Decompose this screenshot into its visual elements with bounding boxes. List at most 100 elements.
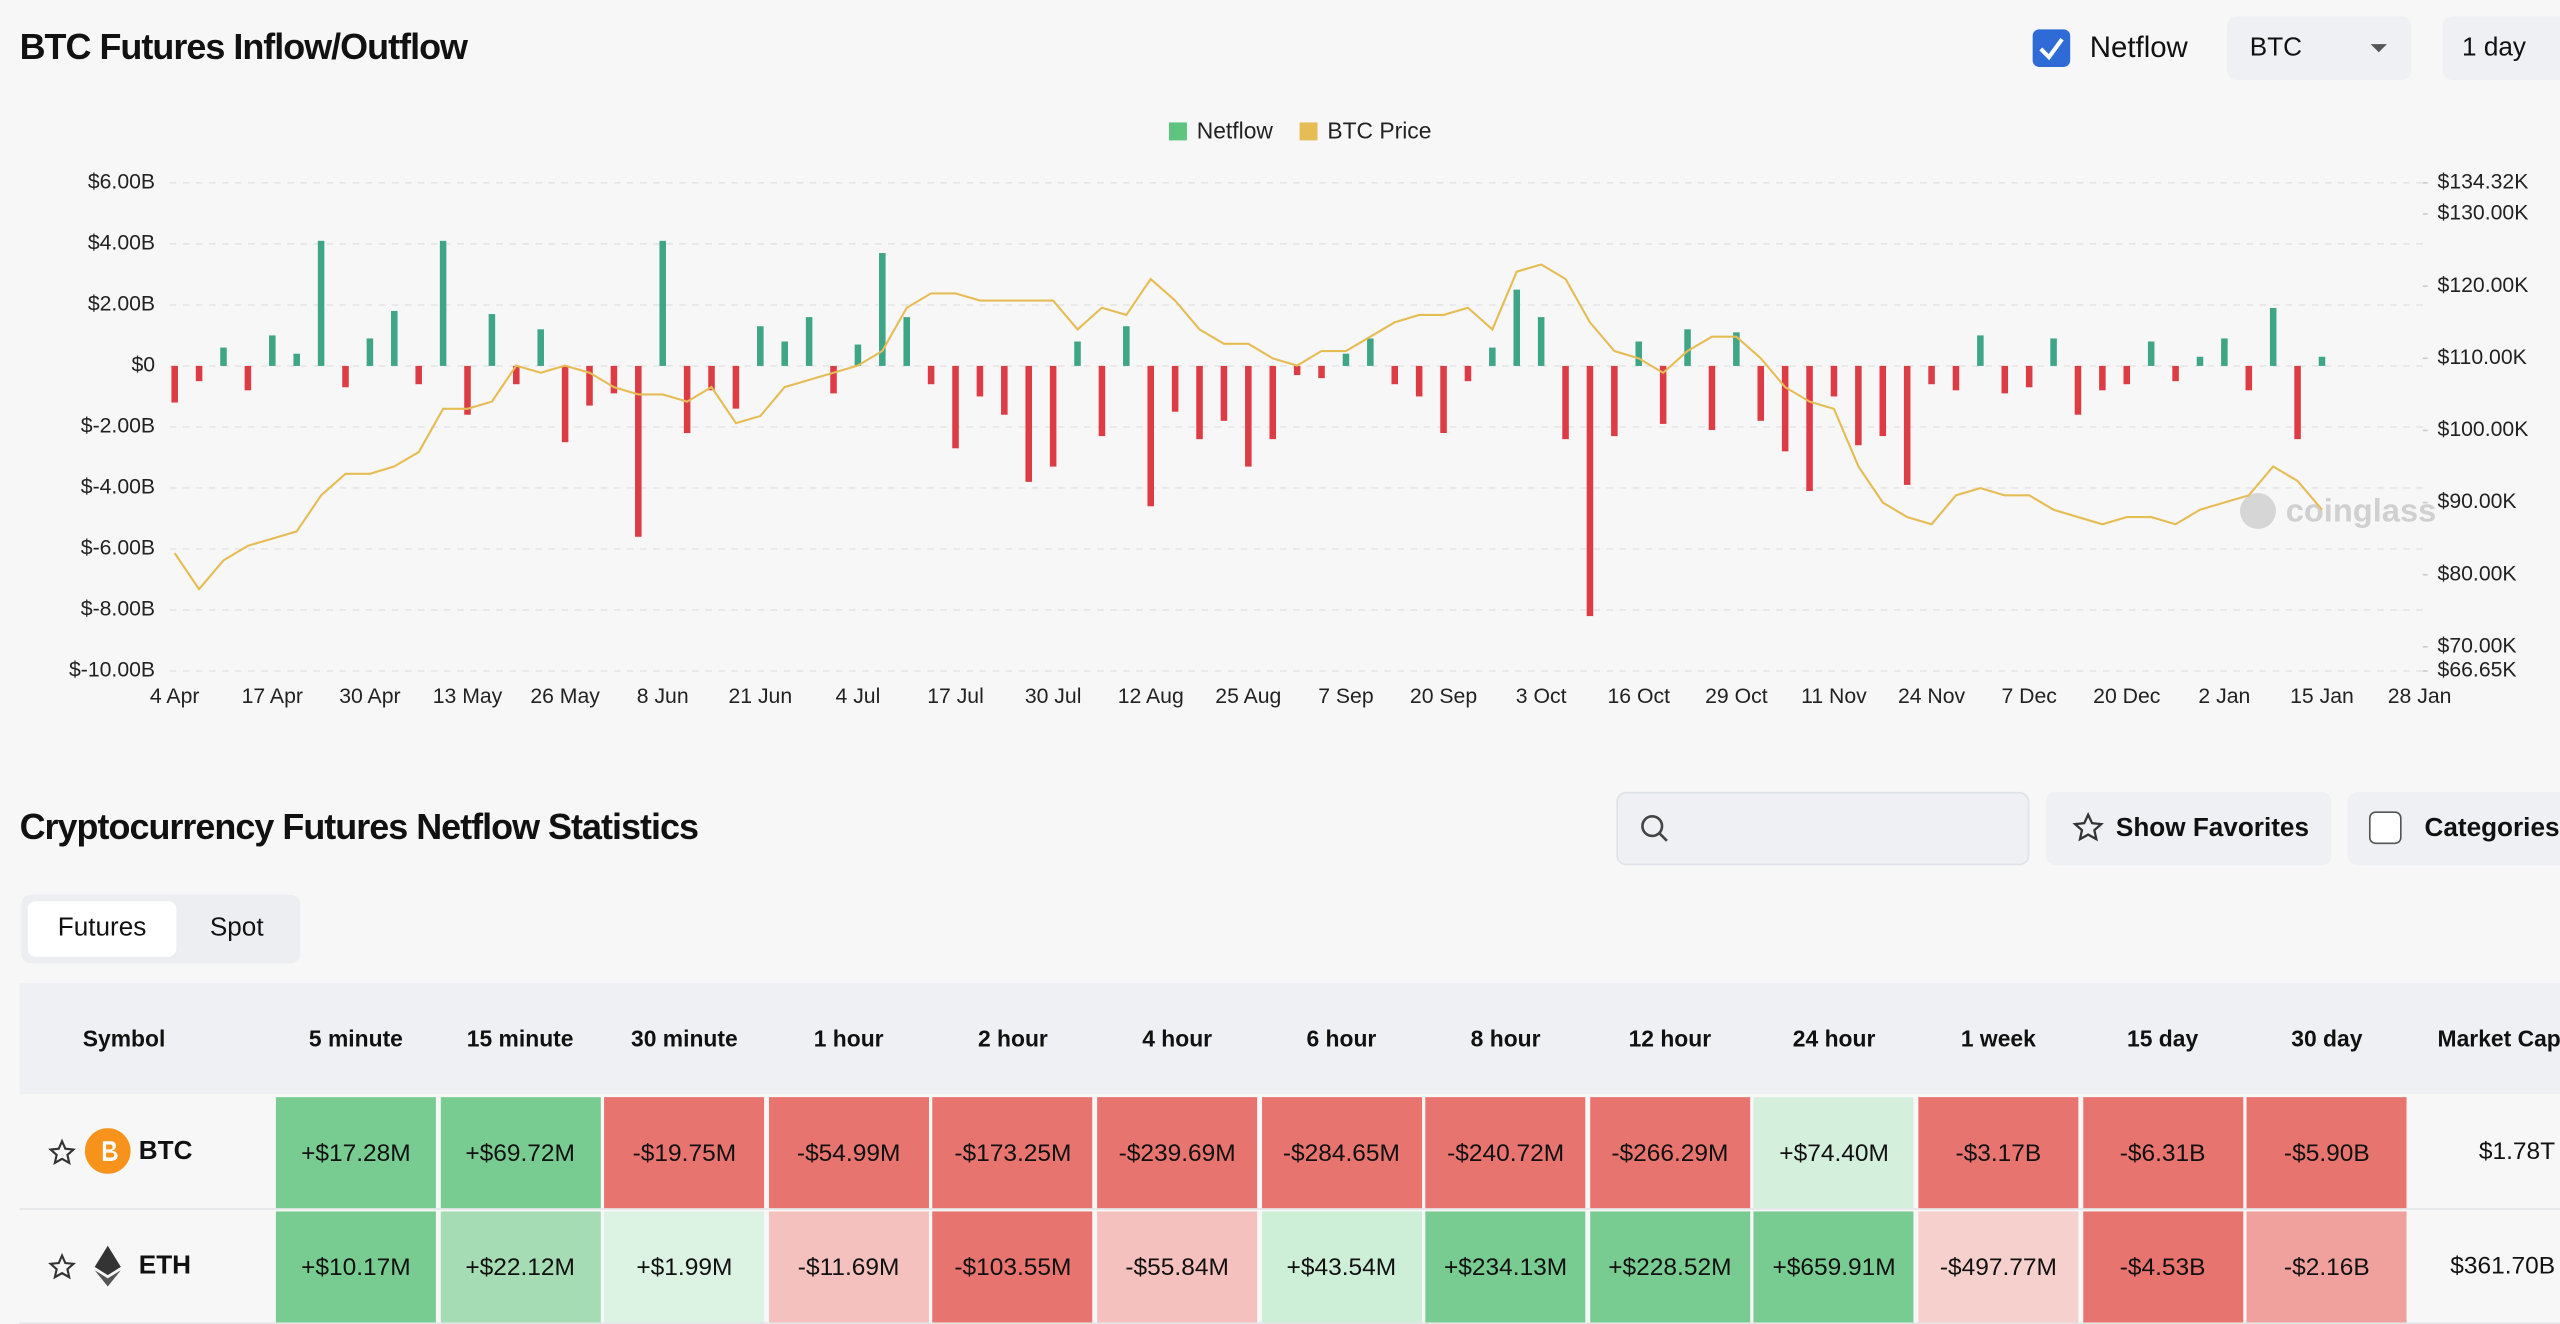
- bar: [708, 365, 715, 391]
- legend-swatch: [1299, 122, 1318, 141]
- x-tick-label: 30 Apr: [339, 685, 400, 708]
- y-tick-label: $-4.00B: [81, 476, 155, 499]
- bar: [1440, 365, 1447, 434]
- section-title: Cryptocurrency Futures Netflow Statistic…: [19, 806, 699, 848]
- column-header: 4 hour: [1142, 1025, 1213, 1052]
- watermark-logo: [2239, 493, 2276, 529]
- x-tick-label: 30 Jul: [1025, 685, 1082, 708]
- column-header: 1 week: [1960, 1025, 2036, 1052]
- bar: [2025, 365, 2033, 388]
- tab-futures[interactable]: Futures: [27, 901, 177, 957]
- coin-icon: [84, 1128, 131, 1174]
- column-header: 6 hour: [1306, 1025, 1377, 1052]
- search-input[interactable]: [1616, 791, 2030, 866]
- bar: [1367, 338, 1374, 366]
- bar: [415, 365, 422, 385]
- bar: [1733, 332, 1740, 366]
- netflow-cell: -$11.69M: [768, 1211, 929, 1323]
- chart: $6.00B $4.00B $2.00B $0 $-2.00B $-4.00B $-6.00…: [69, 117, 2529, 708]
- bar: [1513, 289, 1521, 366]
- bar: [805, 317, 813, 366]
- netflow-checkbox[interactable]: [2032, 29, 2071, 67]
- bar: [1269, 365, 1277, 440]
- bar: [220, 347, 227, 366]
- bar: [366, 338, 374, 366]
- x-tick-label: 20 Dec: [2093, 685, 2161, 708]
- bar: [1708, 365, 1716, 430]
- column-header: 8 hour: [1470, 1025, 1541, 1052]
- column-header: 15 minute: [466, 1025, 574, 1052]
- bar: [1781, 365, 1789, 452]
- bar: [1171, 365, 1179, 412]
- bar: [1123, 326, 1130, 366]
- bar: [513, 365, 520, 385]
- netflow-cell: -$3.17B: [1918, 1097, 2079, 1209]
- bar: [1415, 365, 1423, 397]
- favorite-star[interactable]: [46, 1136, 79, 1169]
- netflow-cell: -$2.16B: [2246, 1211, 2407, 1323]
- x-tick-label: 15 Jan: [2290, 685, 2354, 708]
- bar: [781, 341, 788, 366]
- bar: [1586, 365, 1594, 617]
- table-header-bg: [19, 982, 2560, 1094]
- legend-label: Netflow: [1197, 117, 1274, 143]
- bar: [1318, 365, 1325, 379]
- bar: [2318, 356, 2326, 366]
- bar: [2221, 338, 2228, 366]
- bar: [1293, 365, 1301, 376]
- x-tick-label: 7 Dec: [2001, 685, 2057, 708]
- show-favorites-button[interactable]: Show Favorites: [2045, 791, 2332, 866]
- interval-select[interactable]: 1 day: [2442, 16, 2560, 80]
- bar: [195, 365, 203, 382]
- x-tick-label: 24 Nov: [1898, 685, 1966, 708]
- categories-button[interactable]: Categories: [2347, 791, 2560, 866]
- bar: [1001, 365, 1008, 415]
- bar: [1806, 365, 1813, 492]
- bar: [1562, 365, 1569, 440]
- bar: [391, 310, 398, 366]
- bar: [903, 317, 910, 366]
- bar: [2050, 338, 2057, 366]
- btc-icon: [84, 1128, 131, 1174]
- bar: [317, 240, 325, 366]
- bar: [1464, 365, 1472, 382]
- x-tick-label: 3 Oct: [1516, 685, 1567, 708]
- market-cap: $1.78T: [2478, 1137, 2556, 1166]
- bar: [2147, 341, 2155, 366]
- favorite-star[interactable]: [46, 1251, 79, 1284]
- star-icon: [48, 1252, 76, 1280]
- bar: [1245, 365, 1252, 467]
- netflow-cell: +$17.28M: [275, 1097, 436, 1209]
- column-header: 15 day: [2127, 1025, 2199, 1052]
- y2-tick-label: $110.00K: [2438, 346, 2527, 369]
- bar: [830, 365, 837, 394]
- show-favorites-label: Show Favorites: [2115, 813, 2309, 842]
- categories-checkbox[interactable]: [2368, 811, 2402, 845]
- tab-spot[interactable]: Spot: [209, 914, 264, 943]
- netflow-cell: -$5.90B: [2246, 1097, 2407, 1209]
- bar: [464, 365, 471, 415]
- y2-tick-label: $66.65K: [2438, 659, 2517, 682]
- bar: [1098, 365, 1106, 437]
- netflow-cell: -$6.31B: [2082, 1097, 2243, 1209]
- y2-tick-label: $90.00K: [2438, 490, 2517, 513]
- x-tick-label: 16 Oct: [1607, 685, 1670, 708]
- netflow-cell: -$497.77M: [1918, 1211, 2079, 1323]
- bar: [537, 329, 544, 366]
- caret: [2370, 44, 2387, 53]
- y-tick-label: $-8.00B: [81, 598, 155, 621]
- x-tick-label: 20 Sep: [1410, 685, 1477, 708]
- column-header: 2 hour: [977, 1025, 1048, 1052]
- bar: [1196, 365, 1203, 440]
- bar: [1611, 365, 1618, 437]
- y2-tick-label: $100.00K: [2438, 418, 2529, 441]
- y2-tick-label: $130.00K: [2438, 202, 2529, 225]
- categories-label: Categories: [2424, 813, 2560, 842]
- bar: [879, 253, 886, 366]
- bar: [1684, 329, 1691, 366]
- bar: [1147, 365, 1154, 507]
- bar: [1830, 365, 1838, 397]
- x-tick-label: 7 Sep: [1318, 685, 1373, 708]
- coin-select[interactable]: BTC: [2226, 16, 2412, 80]
